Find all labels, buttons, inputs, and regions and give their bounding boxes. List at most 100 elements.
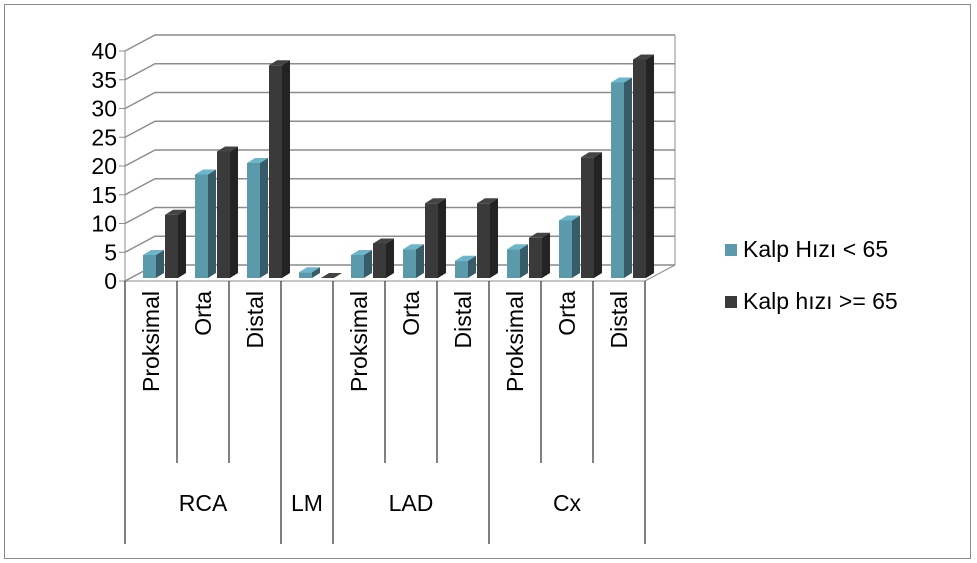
gridline [124, 34, 675, 52]
bar-front [529, 237, 542, 278]
bar-side [312, 267, 320, 278]
gridline [124, 178, 675, 196]
bar-side [260, 158, 268, 278]
y-tick-label: 35 [91, 67, 117, 93]
bar-front [559, 220, 572, 278]
bar-top [425, 198, 446, 204]
bar-top [633, 54, 654, 60]
x-group-label: Cx [553, 490, 582, 516]
gridline [124, 149, 675, 167]
bar [269, 60, 290, 278]
y-tick-label: 15 [91, 182, 117, 208]
bar-side [364, 250, 372, 278]
x-category-label: Distal [450, 291, 476, 349]
x-category-label: Orta [190, 291, 216, 336]
bar-top [529, 232, 550, 238]
bar-top [247, 158, 268, 163]
bar-front [165, 214, 178, 278]
bar-front [269, 65, 282, 278]
gridline [124, 63, 675, 81]
bar-top [351, 250, 372, 255]
bar-front [581, 157, 594, 278]
bar-top [269, 60, 290, 66]
bar-side [468, 255, 476, 278]
bar-front [351, 255, 364, 278]
bar [507, 244, 528, 278]
bar-top [321, 273, 342, 278]
bar [195, 169, 216, 278]
y-tick-label: 0 [104, 268, 117, 294]
bar-side [572, 215, 580, 278]
bar [217, 146, 238, 278]
bar-top [507, 244, 528, 250]
chart-frame: 0 5 10 15 20 25 30 35 40 Proksimal Orta Distal RCA L… [4, 4, 971, 559]
bar-front [143, 255, 156, 278]
bar-side [520, 244, 528, 278]
bar-side [438, 198, 446, 278]
gridline [124, 91, 675, 110]
bar [477, 198, 498, 278]
bar-top [611, 77, 632, 83]
bar-front [299, 272, 312, 278]
x-group-label: LAD [389, 490, 434, 516]
bar [455, 255, 476, 278]
bar-side [490, 198, 498, 278]
bar-side [646, 54, 654, 278]
bar [559, 215, 580, 278]
y-tick-label: 40 [91, 38, 117, 64]
bar-front [507, 249, 520, 278]
bar-side [386, 238, 394, 278]
bar-top [195, 169, 216, 175]
bar-top [581, 152, 602, 158]
bar-side [594, 152, 602, 278]
bar [299, 267, 320, 278]
bar-side [282, 60, 290, 278]
bar-front [373, 243, 386, 278]
bar-side [156, 250, 164, 278]
bar-top [477, 198, 498, 204]
bar [143, 250, 164, 278]
x-axis: Proksimal Orta Distal RCA LM Proksimal Orta Dis… [124, 281, 646, 544]
bar-front [247, 163, 260, 278]
x-category-label: Orta [554, 291, 580, 336]
bar-side [542, 232, 550, 278]
bar-top [143, 250, 164, 255]
bar-top [559, 215, 580, 221]
gridline [124, 235, 675, 253]
bar-top [299, 267, 320, 273]
bar-top [455, 255, 476, 261]
gridlines [119, 34, 675, 282]
bar [611, 77, 632, 278]
bar [247, 158, 268, 278]
bar [403, 244, 424, 278]
bar-front [217, 151, 230, 278]
bar [633, 54, 654, 278]
legend-swatch [725, 296, 737, 308]
legend: Kalp Hızı < 65 Kalp hızı >= 65 [725, 236, 898, 314]
bar [529, 232, 550, 278]
y-tick-label: 20 [91, 153, 117, 179]
bar-top [373, 238, 394, 244]
y-tick-label: 30 [91, 96, 117, 122]
gridline [124, 206, 675, 225]
bar-front [611, 82, 624, 278]
bar-front [403, 249, 416, 278]
y-tick-label: 5 [104, 239, 117, 265]
bar [373, 238, 394, 278]
bar-top [217, 146, 238, 152]
bar-side [208, 169, 216, 278]
bar [581, 152, 602, 278]
x-group-label: LM [291, 490, 323, 516]
x-category-label: Proksimal [346, 291, 372, 392]
bar-top [165, 209, 186, 215]
legend-label: Kalp hızı >= 65 [743, 288, 898, 314]
bars [143, 54, 654, 278]
gridline [124, 120, 675, 138]
y-tick-label: 10 [91, 211, 117, 237]
bar-front [477, 203, 490, 278]
bar [351, 250, 372, 278]
x-category-label: Proksimal [502, 291, 528, 392]
bar-front [425, 203, 438, 278]
bar [321, 273, 342, 278]
